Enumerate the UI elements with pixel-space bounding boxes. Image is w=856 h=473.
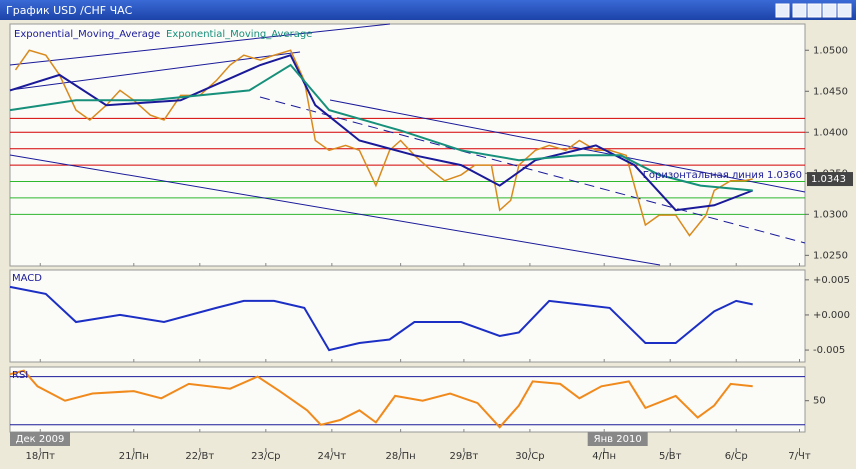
button[interactable] [792,3,807,18]
y-tick-label: 1.0300 [813,209,848,220]
button[interactable] [837,3,852,18]
series-line [14,49,753,237]
channel-line [9,23,391,66]
x-tick-label: 30/Ср [515,451,544,462]
y-tick-label: 1.0400 [813,127,848,138]
y-tick-label: 1.0250 [813,250,848,261]
period-box [587,432,648,446]
window-buttons[interactable] [775,3,852,18]
button[interactable] [775,3,790,18]
series-line [9,63,753,192]
title-bar [0,0,856,20]
channel-lines [9,23,806,266]
legend-entry: Exponential_Moving_Average [14,29,160,40]
annotation: Горизонтальная линия 1.0360 [643,170,802,181]
series-line [9,53,754,212]
channel-line [9,154,661,266]
x-tick-label: 22/Вт [185,451,214,462]
channel-line [259,96,806,244]
y-tick-label: -0.005 [813,345,845,356]
y-tick-label: 1.0500 [813,45,848,56]
period-box [10,432,70,446]
x-tick-label: 24/Чт [317,451,346,462]
x-tick-label: 7/Чт [788,451,811,462]
y-tick-label: +0.005 [813,275,850,286]
y-tick-label: 1.0450 [813,86,848,97]
x-tick-label: 23/Ср [251,451,280,462]
panel-title: RSI [12,370,28,381]
channel-line [9,51,301,91]
panel [9,23,806,267]
plots: 1.02501.03001.03501.04001.04501.0500Expo… [9,23,853,462]
x-tick-label: 5/Вт [659,451,682,462]
y-tick-label: +0.000 [813,310,850,321]
period-label: Дек 2009 [16,434,65,445]
y-tick-label: 50 [813,396,826,407]
x-tick-label: 18/Пт [26,451,56,462]
series-line [9,285,753,352]
x-tick-label: 29/Вт [450,451,479,462]
button[interactable] [822,3,837,18]
x-tick-label: 28/Пн [386,451,416,462]
x-tick-label: 21/Пн [119,451,149,462]
x-tick-label: 6/Ср [725,451,748,462]
panel-title: MACD [12,273,42,284]
period-label: Янв 2010 [594,434,642,445]
price-box [807,172,853,187]
legend-entry: Exponential_Moving_Average [166,29,312,40]
window-title: График USD /CHF ЧАС [6,4,133,17]
price-label: 1.0343 [811,174,846,185]
series-line [9,369,753,429]
x-tick-label: 4/Пн [592,451,616,462]
panel [9,366,806,433]
channel-line [329,99,806,193]
button[interactable] [807,3,822,18]
panel [9,269,806,363]
